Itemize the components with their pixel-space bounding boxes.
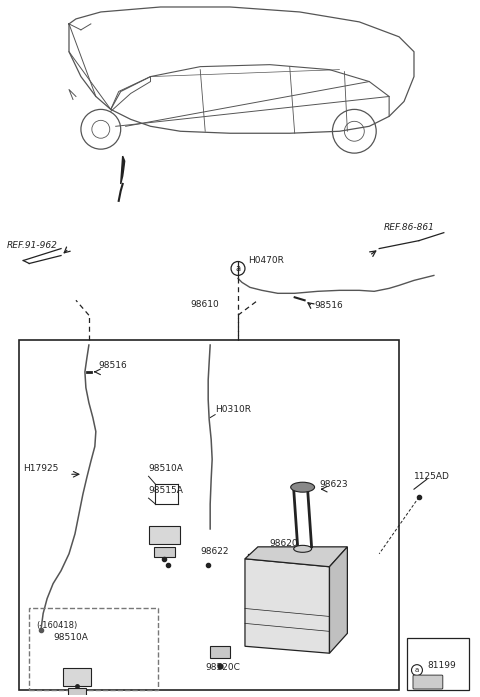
Text: H17925: H17925 — [23, 464, 59, 473]
Text: 98510A: 98510A — [148, 464, 183, 473]
Text: H0470R: H0470R — [248, 256, 284, 266]
Bar — [68, 688, 86, 696]
Text: 98620: 98620 — [270, 539, 299, 548]
Text: 98516: 98516 — [99, 361, 128, 370]
Text: 98515A: 98515A — [148, 487, 183, 495]
Text: H0310R: H0310R — [215, 405, 251, 413]
Text: 98520C: 98520C — [205, 663, 240, 672]
Text: 98622: 98622 — [200, 547, 229, 556]
Bar — [29, 608, 158, 690]
Text: REF.91-962: REF.91-962 — [6, 240, 57, 250]
Polygon shape — [245, 559, 329, 653]
Text: 98610: 98610 — [190, 300, 219, 309]
Bar — [63, 668, 91, 686]
Text: a: a — [236, 264, 240, 273]
Text: 1125AD: 1125AD — [414, 473, 450, 481]
Polygon shape — [120, 156, 125, 184]
Text: 98510A: 98510A — [53, 634, 88, 643]
Bar — [19, 340, 399, 690]
Bar — [210, 646, 230, 658]
Ellipse shape — [294, 545, 312, 552]
Text: 98516: 98516 — [314, 301, 343, 310]
Polygon shape — [245, 547, 348, 567]
Bar — [148, 526, 180, 544]
FancyBboxPatch shape — [413, 675, 443, 689]
Text: REF.86-861: REF.86-861 — [384, 223, 435, 231]
Text: 81199: 81199 — [427, 661, 456, 670]
Bar — [407, 638, 468, 690]
Ellipse shape — [291, 482, 314, 492]
Text: 98623: 98623 — [320, 480, 348, 489]
Text: a: a — [415, 667, 419, 673]
Polygon shape — [329, 547, 348, 653]
Text: (-160418): (-160418) — [36, 621, 77, 630]
Bar — [154, 547, 175, 557]
